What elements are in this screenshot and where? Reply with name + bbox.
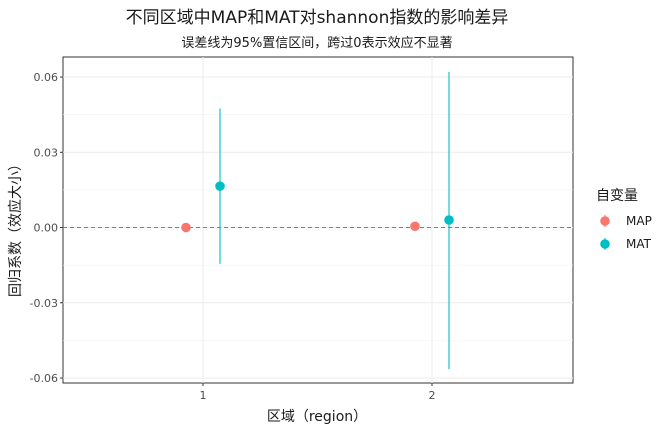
legend: 自变量 MAP MAT <box>596 188 652 251</box>
chart-subtitle: 误差线为95%置信区间，跨过0表示效应不显著 <box>181 35 452 51</box>
data-point-mat <box>444 215 454 225</box>
y-axis-title: 回归系数（效应大小） <box>7 157 24 297</box>
plot-panel <box>62 56 574 384</box>
x-tick-label: 1 <box>200 389 207 402</box>
data-marks <box>181 72 454 370</box>
y-tick-label: -0.03 <box>30 297 58 310</box>
legend-label-map: MAP <box>626 214 652 228</box>
legend-title: 自变量 <box>596 188 638 204</box>
y-tick-label: 0.03 <box>34 146 59 159</box>
axis-ticks: -0.06 -0.03 0.00 0.03 0.06 1 2 <box>30 71 436 402</box>
legend-label-mat: MAT <box>626 237 652 251</box>
legend-key-point <box>600 239 610 249</box>
legend-key-point <box>600 216 610 226</box>
chart-title: 不同区域中MAP和MAT对shannon指数的影响差异 <box>126 8 509 28</box>
y-tick-label: 0.06 <box>34 71 59 84</box>
x-axis-title: 区域（region） <box>267 409 367 425</box>
x-tick-label: 2 <box>429 389 436 402</box>
data-point-map <box>181 222 191 233</box>
y-tick-label: 0.00 <box>34 222 59 235</box>
y-tick-label: -0.06 <box>30 372 58 385</box>
data-point-map <box>410 221 420 232</box>
data-point-mat <box>215 181 225 191</box>
